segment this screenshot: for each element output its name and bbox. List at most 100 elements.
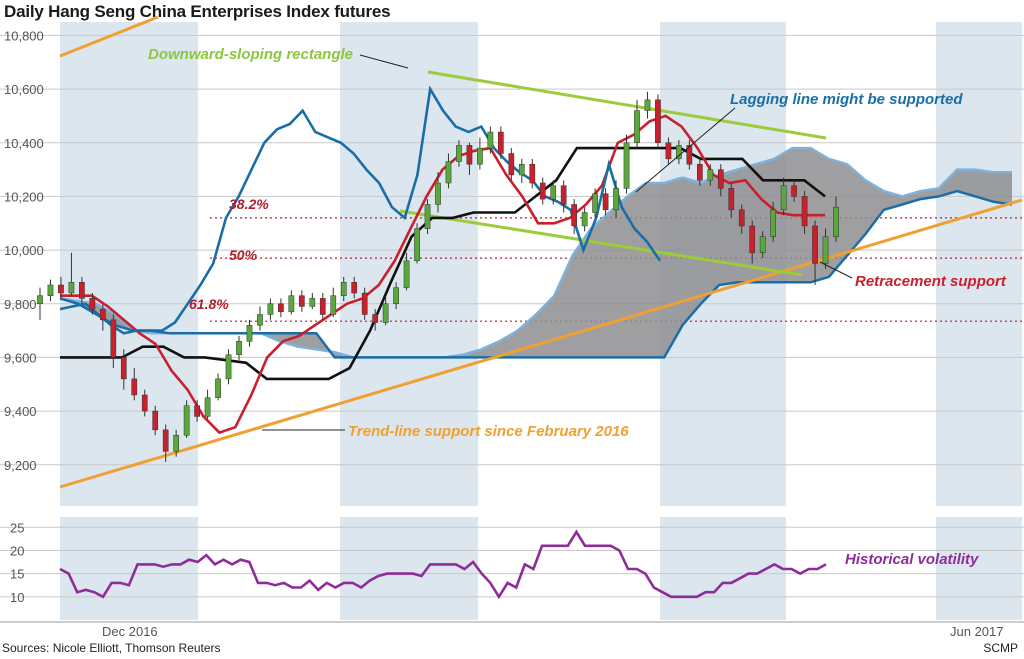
candle (246, 319, 253, 347)
red-line (60, 114, 825, 435)
candle-body (602, 193, 609, 211)
candle (518, 158, 525, 183)
candle-body (791, 185, 797, 197)
candle-body (497, 131, 504, 154)
candle (257, 306, 263, 331)
rectangle-lower-line (399, 209, 803, 277)
candle (340, 276, 347, 302)
candle-body (571, 204, 578, 227)
candle (173, 429, 180, 457)
vol-tick-label: 20 (10, 543, 24, 558)
ichimoku-cloud (60, 148, 1012, 358)
y-tick-label: 10,400 (4, 136, 44, 151)
vol-tick-label: 10 (10, 590, 24, 605)
candle-body (393, 287, 399, 304)
candle (592, 188, 598, 218)
sources-note: Sources: Nicole Elliott, Thomson Reuters (2, 641, 221, 655)
candle-body (487, 131, 494, 149)
y-tick-label: 9,800 (4, 297, 37, 312)
candle-body (68, 282, 75, 294)
vol-tick-label: 25 (10, 520, 24, 535)
candle-body (550, 185, 557, 200)
candle-body (801, 196, 808, 227)
candle (833, 196, 839, 243)
candle (801, 191, 808, 234)
candle (791, 180, 797, 202)
candle (68, 252, 75, 296)
candle (120, 349, 127, 390)
candle-body (47, 284, 54, 296)
candle (351, 276, 358, 299)
candle (110, 314, 117, 369)
candle-body (634, 110, 640, 144)
price-axis: 10,800 10,600 10,400 10,200 10,000 9,800 9,600… (4, 28, 44, 472)
volatility-line (59, 529, 827, 600)
level-label-618: 61.8% (189, 296, 229, 312)
candle (456, 140, 462, 167)
candle-body (738, 209, 745, 227)
candle (508, 148, 515, 181)
candlesticks (37, 91, 839, 463)
candle (623, 134, 630, 194)
candle-body (696, 163, 703, 181)
candle-body (194, 405, 200, 417)
candle (215, 373, 221, 401)
candle-body (89, 298, 96, 310)
candle-body (403, 260, 410, 288)
candle-body (340, 282, 347, 296)
candle-body (351, 282, 358, 294)
candle (497, 126, 504, 159)
candle-body (225, 354, 232, 380)
candle-body (424, 204, 431, 229)
candle (770, 201, 777, 243)
candle-body (99, 308, 106, 321)
candle (361, 287, 368, 320)
candle (382, 295, 389, 326)
panel-separator (0, 506, 1024, 517)
candle (403, 252, 410, 291)
candle (665, 137, 672, 165)
candle-body (183, 405, 190, 436)
lagging-annotation: Lagging line might be supported (730, 91, 963, 108)
trend-line-support (59, 198, 1023, 489)
candle (477, 137, 483, 170)
candle (466, 142, 473, 175)
candle-body (120, 357, 127, 380)
candle-body (466, 145, 473, 165)
candle-body (215, 378, 221, 398)
candle-body (435, 182, 441, 205)
y-tick-label: 9,400 (4, 404, 37, 419)
candle (539, 177, 546, 205)
candle-body (131, 378, 138, 396)
candle (267, 298, 274, 320)
candle (89, 293, 96, 315)
candle (728, 183, 735, 218)
candle-body (676, 145, 682, 160)
volatility-axis: 25 20 15 10 (10, 520, 24, 605)
candle (445, 153, 452, 189)
candle-body (152, 410, 159, 431)
y-tick-label: 10,600 (4, 82, 44, 97)
candle (644, 91, 651, 119)
candle (37, 287, 43, 320)
rectangle-pointer (359, 54, 409, 69)
candle-body (445, 161, 452, 184)
candle-body (770, 209, 777, 237)
candle (319, 293, 326, 320)
vol-tick-label: 15 (10, 567, 24, 582)
retracement-pointer (819, 261, 853, 279)
candle-body (707, 169, 714, 181)
candle-body (477, 147, 483, 165)
level-label-38: 38.2% (229, 196, 269, 212)
candle-body (79, 282, 85, 299)
candle (717, 164, 724, 197)
candle (613, 180, 619, 218)
candle-body (382, 303, 389, 323)
candle-body (665, 142, 672, 160)
candle (288, 290, 295, 315)
candle-body (298, 295, 305, 307)
candle-body (623, 142, 630, 189)
candle (79, 276, 85, 304)
month-band-4 (936, 22, 1022, 620)
